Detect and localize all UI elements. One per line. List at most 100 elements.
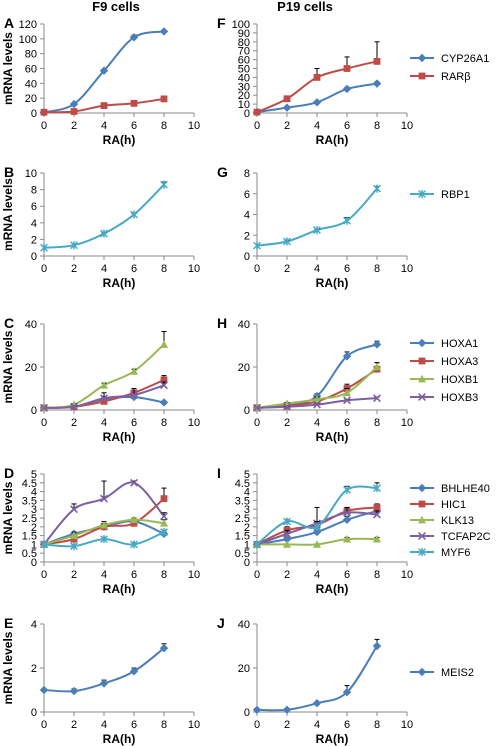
data-point <box>130 390 138 399</box>
series-j-0 <box>252 638 382 714</box>
x-tick-label: 4 <box>314 417 320 429</box>
data-point <box>160 376 168 384</box>
x-tick-label: 6 <box>131 263 137 275</box>
y-tick-label: 4 <box>31 218 37 230</box>
y-tick-label: 0 <box>31 108 37 120</box>
data-point <box>40 108 48 116</box>
x-axis-title-d: RA(h) <box>103 582 136 596</box>
data-point <box>160 180 168 189</box>
data-point <box>373 394 381 403</box>
x-tick-label: 2 <box>71 263 77 275</box>
y-tick-label: 20 <box>25 362 37 374</box>
series-h-3 <box>253 394 381 412</box>
legend-label: TCFAP2C <box>441 531 491 543</box>
y-tick-label: 3 <box>31 504 37 516</box>
y-tick-label: 2.5 <box>22 513 37 525</box>
legend-row-3: BHLHE40 HIC1 KLK13 TCFAP2C MYF6 <box>410 483 491 559</box>
series-a-1 <box>40 95 168 116</box>
legend-marker <box>417 338 427 348</box>
legend-label: KLK13 <box>441 515 474 527</box>
x-tick-label: 8 <box>374 569 380 581</box>
y-tick-label: 120 <box>19 19 37 31</box>
data-point <box>342 84 352 94</box>
y-tick-label: 60 <box>25 64 37 76</box>
panel-letter-c: C <box>4 315 14 331</box>
data-point <box>282 103 292 112</box>
y-tick-label: 0 <box>31 557 37 569</box>
data-point <box>159 398 169 407</box>
x-axis-title-b: RA(h) <box>103 276 136 290</box>
y-tick-label: 50 <box>238 64 250 76</box>
y-tick-label: 2 <box>31 522 37 534</box>
y-tick-label: 40 <box>25 78 37 90</box>
panel-c: C 0 20 40 0 2 4 6 8 10 RA(h) mRNA levels <box>1 315 200 444</box>
data-point <box>313 522 321 531</box>
panel-e: E 0 2 4 0 2 4 6 8 10 RA(h) mRNA levels <box>1 615 200 746</box>
data-point <box>130 540 138 549</box>
legend-label: HOXB3 <box>441 392 478 404</box>
x-axis-title-f: RA(h) <box>316 133 349 147</box>
x-tick-label: 8 <box>161 120 167 132</box>
data-point <box>70 531 78 539</box>
data-point <box>252 705 262 714</box>
data-point <box>373 57 381 65</box>
x-tick-label: 6 <box>131 120 137 132</box>
x-tick-label: 0 <box>254 263 260 275</box>
data-point <box>312 527 322 537</box>
data-point <box>129 667 139 676</box>
y-tick-label: 20 <box>238 362 250 374</box>
data-point <box>70 535 78 543</box>
y-tick-label: 100 <box>19 34 37 46</box>
panel-j: J 0 20 40 0 2 4 6 8 10 RA(h) <box>217 615 413 746</box>
legend-label: HOXA3 <box>441 356 478 368</box>
x-tick-label: 0 <box>254 719 260 731</box>
x-tick-label: 4 <box>101 263 107 275</box>
x-tick-label: 0 <box>41 569 47 581</box>
x-tick-label: 4 <box>314 569 320 581</box>
y-tick-label: 20 <box>25 93 37 105</box>
data-point <box>253 108 261 116</box>
y-tick-label: 2 <box>31 663 37 675</box>
x-tick-label: 2 <box>284 569 290 581</box>
data-point <box>373 484 381 493</box>
x-tick-label: 10 <box>188 120 200 132</box>
legend-marker <box>417 53 427 63</box>
data-point <box>159 27 169 36</box>
data-point <box>373 504 381 511</box>
series-c-3 <box>40 381 168 412</box>
legend-marker <box>418 357 426 365</box>
x-tick-label: 4 <box>101 120 107 132</box>
legend-marker <box>417 483 427 493</box>
data-point <box>343 216 351 225</box>
series-g-0 <box>253 184 381 250</box>
panel-h: H 0 20 40 0 2 4 6 8 10 RA(h) <box>217 315 413 444</box>
y-tick-label: 60 <box>238 55 250 67</box>
y-tick-label: 1.5 <box>235 531 250 543</box>
data-point <box>343 508 351 517</box>
series-d-3 <box>40 478 168 549</box>
data-point <box>100 394 108 403</box>
data-point <box>283 529 291 538</box>
x-tick-label: 10 <box>401 719 413 731</box>
data-point <box>69 99 79 109</box>
x-tick-label: 2 <box>284 417 290 429</box>
y-tick-label: 4 <box>31 487 37 499</box>
legend-label: MEIS2 <box>441 667 474 679</box>
series-h-2 <box>253 362 381 412</box>
legend-marker <box>418 393 426 401</box>
series-line <box>256 187 378 247</box>
data-point <box>129 33 139 42</box>
data-point <box>283 517 291 526</box>
y-tick-label: 0 <box>244 557 250 569</box>
x-tick-label: 4 <box>101 569 107 581</box>
x-tick-label: 10 <box>401 417 413 429</box>
legend-marker <box>418 532 426 540</box>
panel-a: A 0 20 40 60 80 100 120 0 2 4 6 8 10 RA(h) mRNA levels <box>1 15 200 147</box>
x-tick-label: 6 <box>344 120 350 132</box>
x-tick-label: 8 <box>374 719 380 731</box>
data-point <box>373 362 381 371</box>
y-tick-label: 20 <box>238 663 250 675</box>
legend-label: HOXA1 <box>441 338 478 350</box>
